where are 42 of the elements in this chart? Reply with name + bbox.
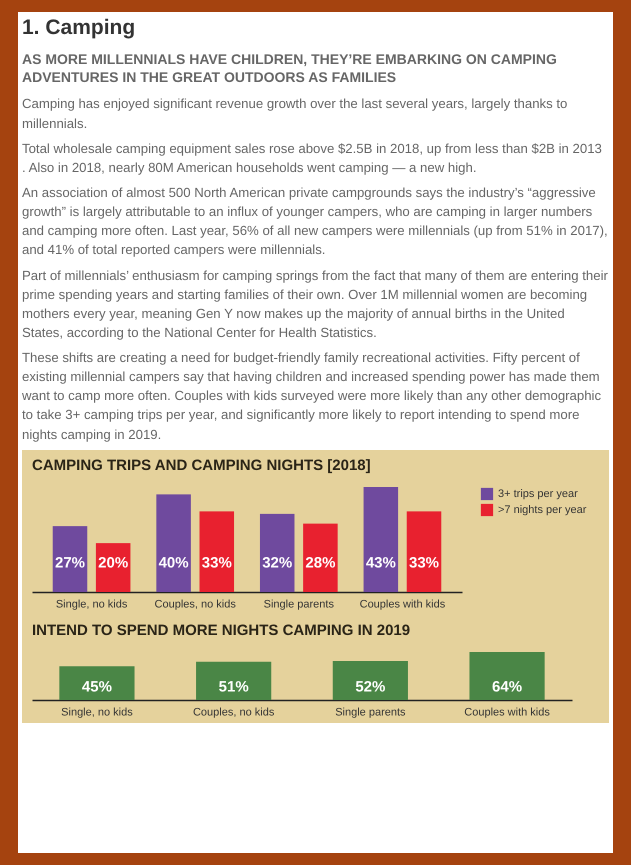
bar: [364, 486, 398, 592]
bar: [406, 511, 442, 592]
legend-label: >7 nights per year: [498, 504, 587, 516]
text: Camping has enjoyed significant revenue growth over the last several years, largely thanks to millennials.: [22, 95, 568, 133]
data-label: 40%: [158, 554, 189, 572]
data-label: 51%: [218, 678, 249, 696]
bar: [303, 523, 338, 592]
x-tick-label: Couples, no kids: [154, 598, 236, 610]
data-label: 28%: [305, 554, 336, 572]
x-tick-label: Single parents: [335, 706, 406, 718]
bar: [200, 511, 234, 592]
bar: [260, 514, 294, 592]
x-tick-label: Couples, no kids: [192, 706, 275, 718]
data-label: 32%: [262, 554, 292, 572]
bar: [332, 660, 408, 700]
bar: [196, 662, 272, 700]
bar: [156, 494, 191, 592]
text: These shifts are creating a need for budget-friendly family recreational activities. Fifty percent of existing millennial campers say that having children and increased spending power has made them want to camp more often. Couples with kids surveyed were more likely than any other demographic to take 3+ camping trips per year, and significantly more likely to report intending to spend more nights camping in 2019.: [22, 349, 602, 444]
chart-title: CAMPING TRIPS AND CAMPING NIGHTS [2018]: [32, 456, 371, 474]
x-tick-label: Single, no kids: [56, 598, 128, 610]
legend-label: 3+ trips per year: [498, 488, 578, 500]
x-tick-label: Single parents: [264, 598, 334, 610]
text: An association of almost 500 North American private campgrounds says the industry’s “aggressive growth” is largely attributable to an influx of younger campers, who are camping in larger numbers and camping more often. Last year, 56% of all new campers were millennials (up from 51% in 2017), and 41% of total reported campers were millennials.: [22, 184, 609, 260]
text: AS MORE MILLENNIALS HAVE CHILDREN, THEY’RE EMBARKING ON CAMPING ADVENTURES IN THE GREAT OUTDOORS AS FAMILIES: [22, 50, 558, 86]
text: Part of millennials’ enthusiasm for camping springs from the fact that many of them are entering their prime spending years and starting families of their own. Over 1M millennial women are becoming mothers every year, meaning Gen Y now makes up the majority of annual births in the United States, according to the National Center for Health Statistics.: [22, 266, 609, 342]
bar: [469, 652, 545, 700]
text: Total wholesale camping equipment sales rose above $2.5B in 2018, up from less than $2B in 2013 . Also in 2018, nearly 80M American households went camping — a new high.: [22, 140, 603, 177]
x-tick-label: Single, no kids: [61, 706, 134, 718]
bar: [52, 526, 88, 592]
data-label: 43%: [366, 554, 396, 572]
data-label: 52%: [355, 678, 386, 696]
bar: [59, 666, 135, 700]
data-label: 27%: [54, 554, 86, 572]
data-label: 33%: [408, 554, 440, 572]
data-label: 64%: [492, 678, 522, 696]
text: 1. Camping: [22, 16, 136, 40]
x-tick-label: Couples with kids: [360, 598, 446, 610]
chart-title: INTEND TO SPEND MORE NIGHTS CAMPING IN 2019: [32, 622, 410, 639]
data-label: 20%: [98, 554, 128, 572]
x-tick-label: Couples with kids: [464, 706, 550, 718]
data-label: 33%: [202, 554, 232, 572]
data-label: 45%: [82, 678, 112, 696]
